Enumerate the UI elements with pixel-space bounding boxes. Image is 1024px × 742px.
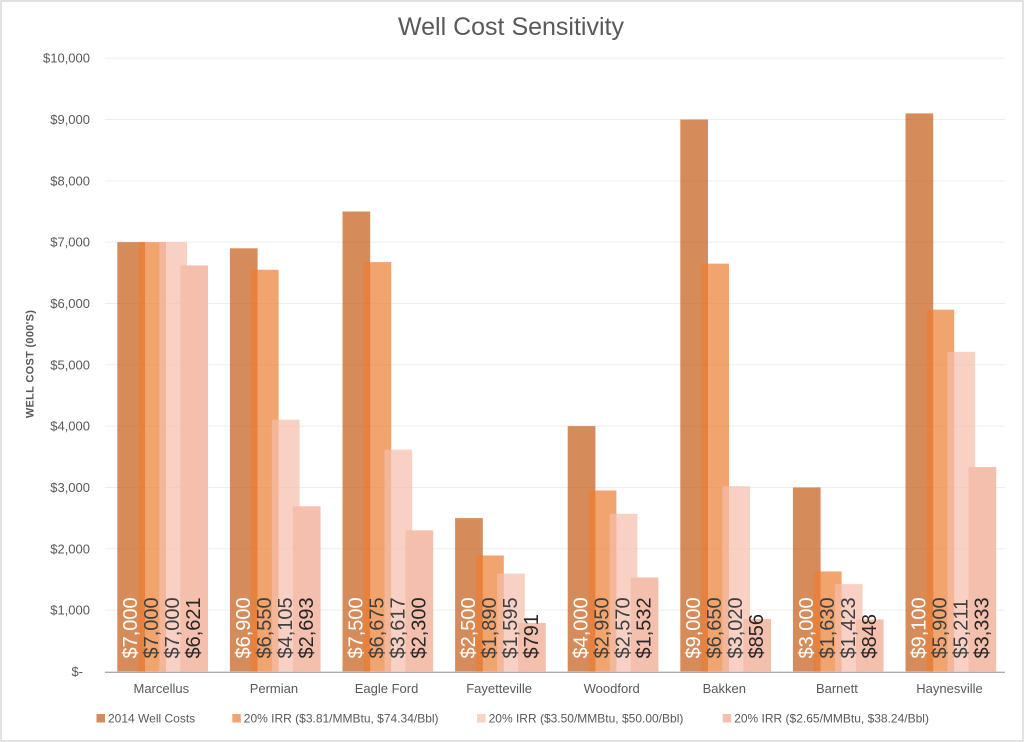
- svg-text:$2,693: $2,693: [296, 597, 318, 658]
- svg-text:$9,000: $9,000: [683, 597, 705, 658]
- svg-text:2014 Well Costs: 2014 Well Costs: [108, 711, 195, 725]
- svg-text:$7,000: $7,000: [162, 597, 184, 658]
- svg-text:$1,000: $1,000: [50, 603, 90, 618]
- svg-text:$7,000: $7,000: [141, 597, 163, 658]
- svg-text:$1,423: $1,423: [838, 597, 860, 658]
- svg-text:$2,000: $2,000: [50, 541, 90, 556]
- svg-text:20% IRR ($2.65/MMBtu, $38.24/B: 20% IRR ($2.65/MMBtu, $38.24/Bbl): [734, 711, 929, 725]
- svg-text:Woodford: Woodford: [584, 681, 640, 696]
- svg-text:$1,532: $1,532: [634, 597, 656, 658]
- svg-text:$7,000: $7,000: [120, 597, 142, 658]
- svg-text:$5,000: $5,000: [50, 357, 90, 372]
- svg-text:$1,595: $1,595: [500, 597, 522, 658]
- svg-text:$4,000: $4,000: [571, 597, 593, 658]
- svg-text:$10,000: $10,000: [43, 51, 90, 66]
- svg-text:$3,000: $3,000: [796, 597, 818, 658]
- svg-text:$791: $791: [521, 614, 543, 659]
- svg-text:$5,211: $5,211: [950, 599, 972, 659]
- svg-text:$6,650: $6,650: [704, 597, 726, 658]
- svg-text:$848: $848: [859, 614, 881, 659]
- svg-text:$9,000: $9,000: [50, 112, 90, 127]
- svg-text:$6,550: $6,550: [254, 597, 276, 658]
- svg-text:$2,950: $2,950: [592, 597, 614, 658]
- svg-text:Eagle Ford: Eagle Ford: [355, 681, 419, 696]
- svg-text:20% IRR ($3.81/MMBtu, $74.34/B: 20% IRR ($3.81/MMBtu, $74.34/Bbl): [244, 711, 439, 725]
- svg-text:$1,630: $1,630: [817, 597, 839, 658]
- svg-text:$1,890: $1,890: [479, 597, 501, 658]
- svg-text:$9,100: $9,100: [908, 597, 930, 658]
- svg-text:$4,000: $4,000: [50, 419, 90, 434]
- svg-text:Marcellus: Marcellus: [133, 681, 189, 696]
- svg-text:$3,617: $3,617: [387, 597, 409, 658]
- svg-text:$6,621: $6,621: [183, 597, 205, 658]
- svg-text:$8,000: $8,000: [50, 173, 90, 188]
- svg-text:Bakken: Bakken: [703, 681, 746, 696]
- svg-text:$4,105: $4,105: [275, 597, 297, 658]
- svg-text:20% IRR ($3.50/MMBtu, $50.00/B: 20% IRR ($3.50/MMBtu, $50.00/Bbl): [489, 711, 684, 725]
- svg-text:$856: $856: [746, 614, 768, 659]
- svg-text:Haynesville: Haynesville: [916, 681, 982, 696]
- svg-text:Barnett: Barnett: [816, 681, 858, 696]
- svg-text:$2,300: $2,300: [408, 597, 430, 658]
- svg-text:$5,900: $5,900: [929, 597, 951, 658]
- svg-text:$2,570: $2,570: [613, 597, 635, 658]
- svg-text:$7,000: $7,000: [50, 235, 90, 250]
- svg-text:$3,000: $3,000: [50, 480, 90, 495]
- svg-text:Fayetteville: Fayetteville: [466, 681, 532, 696]
- svg-text:$2,500: $2,500: [458, 597, 480, 658]
- svg-text:WELL COST (000'S): WELL COST (000'S): [24, 310, 36, 418]
- svg-text:Permian: Permian: [250, 681, 298, 696]
- svg-text:$-: $-: [71, 664, 83, 679]
- svg-text:$6,900: $6,900: [233, 597, 255, 658]
- svg-text:$7,500: $7,500: [345, 597, 367, 658]
- svg-text:$6,675: $6,675: [366, 597, 388, 658]
- svg-text:$3,020: $3,020: [725, 597, 747, 658]
- svg-text:$6,000: $6,000: [50, 296, 90, 311]
- svg-text:Well Cost Sensitivity: Well Cost Sensitivity: [398, 13, 624, 41]
- svg-text:$3,333: $3,333: [971, 597, 993, 658]
